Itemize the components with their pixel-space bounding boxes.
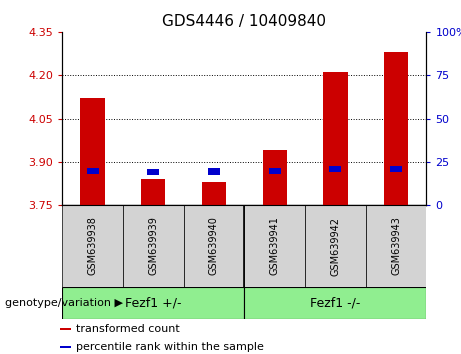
Bar: [262, 150, 287, 205]
Bar: [60, 328, 71, 330]
Bar: [62, 205, 123, 287]
Bar: [323, 72, 348, 205]
Text: GSM639941: GSM639941: [270, 217, 280, 275]
Bar: [62, 287, 244, 319]
Bar: [366, 205, 426, 287]
Bar: [305, 205, 366, 287]
Text: genotype/variation ▶: genotype/variation ▶: [5, 298, 123, 308]
Text: GSM639942: GSM639942: [331, 217, 340, 275]
Bar: [87, 167, 99, 174]
Bar: [80, 98, 105, 205]
Bar: [123, 205, 183, 287]
Bar: [329, 166, 342, 172]
Bar: [390, 166, 402, 172]
Text: Fezf1 -/-: Fezf1 -/-: [310, 296, 361, 309]
Bar: [269, 167, 281, 174]
Bar: [60, 346, 71, 348]
Bar: [141, 179, 165, 205]
Bar: [244, 287, 426, 319]
Text: percentile rank within the sample: percentile rank within the sample: [76, 342, 264, 352]
Text: Fezf1 +/-: Fezf1 +/-: [125, 296, 182, 309]
Text: GSM639939: GSM639939: [148, 217, 158, 275]
Text: GSM639940: GSM639940: [209, 217, 219, 275]
Text: transformed count: transformed count: [76, 324, 180, 334]
Bar: [384, 52, 408, 205]
Text: GSM639938: GSM639938: [88, 217, 98, 275]
Bar: [244, 205, 305, 287]
Bar: [183, 205, 244, 287]
Bar: [147, 169, 160, 175]
Text: GSM639943: GSM639943: [391, 217, 401, 275]
Bar: [202, 182, 226, 205]
Bar: [208, 169, 220, 175]
Title: GDS4446 / 10409840: GDS4446 / 10409840: [162, 14, 326, 29]
